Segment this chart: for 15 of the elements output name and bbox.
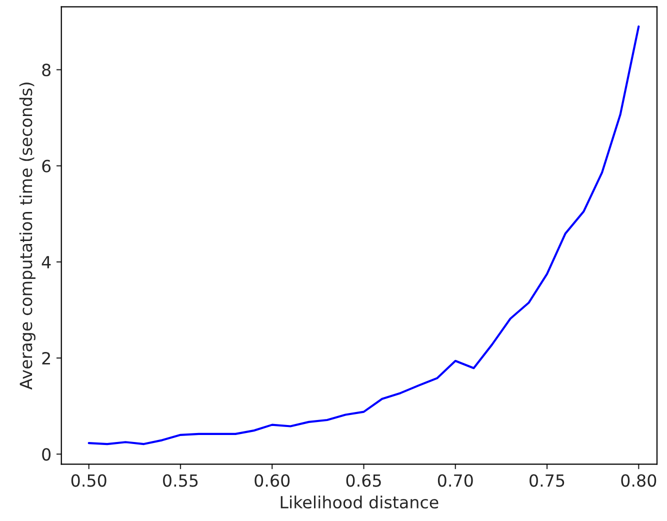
x-tick-label: 0.75 (530, 474, 564, 487)
y-tick-label: 6 (42, 160, 51, 172)
x-tick-label: 0.65 (346, 474, 381, 487)
x-tick-label: 0.55 (163, 474, 198, 487)
y-tick-label: 4 (42, 256, 51, 268)
x-tick-label: 0.70 (438, 474, 473, 487)
x-axis-title: Likelihood distance (280, 496, 438, 509)
y-axis-title: Average computation time (seconds) (19, 82, 36, 390)
x-tick-label: 0.50 (71, 474, 106, 487)
y-tick-label: 8 (42, 64, 50, 76)
y-tick-label: 0 (42, 448, 51, 461)
x-tick-label: 0.80 (621, 474, 656, 487)
x-tick-label: 0.60 (254, 474, 290, 487)
y-tick-label: 2 (42, 352, 50, 364)
line-series (88, 25, 640, 446)
